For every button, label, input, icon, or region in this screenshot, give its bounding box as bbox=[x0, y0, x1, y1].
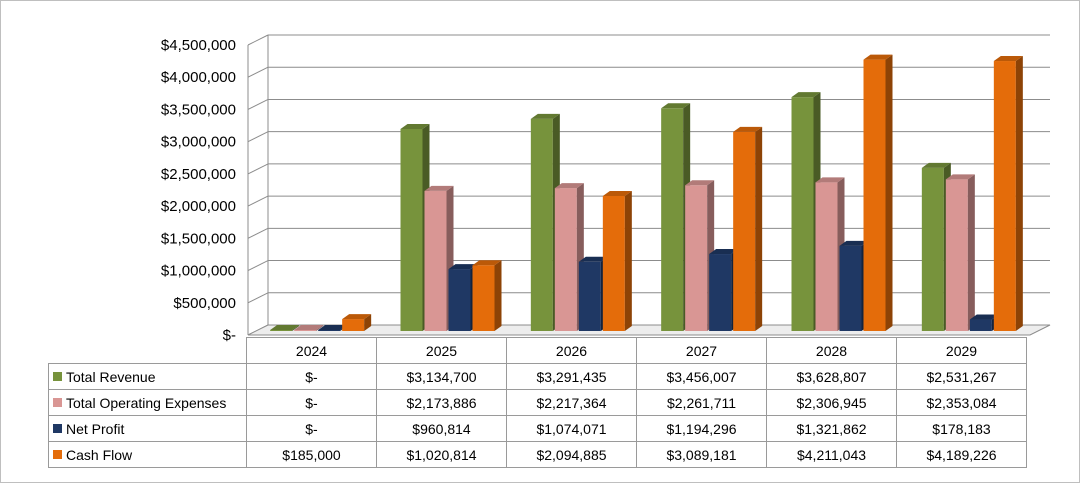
y-tick-label: $- bbox=[223, 327, 236, 344]
data-label: $2,306,945 bbox=[766, 389, 897, 416]
category-label: 2027 bbox=[636, 337, 767, 364]
category-label: 2026 bbox=[506, 337, 637, 364]
bar-cash-flow-2026 bbox=[602, 190, 632, 331]
legend-key-total-operating-expenses bbox=[53, 398, 62, 408]
data-table: 2024 2025 2026 2027 2028 2029 Total Reve… bbox=[48, 337, 1027, 468]
data-label: $960,814 bbox=[376, 415, 507, 442]
gridline-side bbox=[247, 227, 269, 239]
legend-entry-cash-flow: Cash Flow bbox=[48, 441, 247, 468]
data-label: $3,291,435 bbox=[506, 363, 637, 390]
gridline-side bbox=[247, 131, 269, 143]
data-label: $2,094,885 bbox=[506, 441, 637, 468]
category-label: 2028 bbox=[766, 337, 897, 364]
data-label: $4,211,043 bbox=[766, 441, 897, 468]
table-corner bbox=[49, 338, 247, 364]
data-label: $1,194,296 bbox=[636, 415, 767, 442]
data-label: $2,261,711 bbox=[636, 389, 767, 416]
data-label: $- bbox=[246, 363, 377, 390]
y-tick-label: $2,000,000 bbox=[161, 198, 236, 215]
data-label: $- bbox=[246, 415, 377, 442]
legend-entry-total-operating-expenses: Total Operating Expenses bbox=[48, 389, 247, 416]
series-name: Cash Flow bbox=[66, 446, 133, 463]
data-label: $3,089,181 bbox=[636, 441, 767, 468]
data-label: $2,353,084 bbox=[896, 389, 1027, 416]
table-row-cash-flow: Cash Flow $185,000 $1,020,814 $2,094,885… bbox=[48, 441, 1027, 468]
gridline-side bbox=[247, 98, 269, 110]
y-tick-label: $2,500,000 bbox=[161, 166, 236, 183]
gridline-side bbox=[247, 195, 269, 207]
data-label: $2,531,267 bbox=[896, 363, 1027, 390]
gridlines bbox=[247, 34, 1051, 336]
bar-total-revenue-2024 bbox=[270, 325, 300, 331]
data-label: $- bbox=[246, 389, 377, 416]
series-name: Net Profit bbox=[66, 420, 125, 437]
legend-entry-total-revenue: Total Revenue bbox=[48, 363, 247, 390]
legend-entry-net-profit: Net Profit bbox=[48, 415, 247, 442]
gridline-side bbox=[247, 292, 269, 304]
gridline-side bbox=[247, 34, 269, 46]
series-name: Total Operating Expenses bbox=[66, 394, 227, 411]
bars bbox=[270, 54, 1023, 332]
category-label: 2029 bbox=[896, 337, 1027, 364]
data-label: $1,321,862 bbox=[766, 415, 897, 442]
y-tick-label: $4,500,000 bbox=[161, 37, 236, 54]
gridline-side bbox=[247, 260, 269, 272]
data-label: $3,456,007 bbox=[636, 363, 767, 390]
data-label: $3,134,700 bbox=[376, 363, 507, 390]
legend-key-cash-flow bbox=[53, 450, 62, 460]
y-tick-label: $1,500,000 bbox=[161, 230, 236, 247]
data-label: $1,020,814 bbox=[376, 441, 507, 468]
bar-cash-flow-2027 bbox=[733, 126, 763, 331]
category-label: 2025 bbox=[376, 337, 507, 364]
y-tick-label: $1,000,000 bbox=[161, 263, 236, 280]
bar-cash-flow-2028 bbox=[863, 54, 893, 331]
bar-total-operating-expenses-2029 bbox=[945, 174, 975, 331]
bar-cash-flow-2025 bbox=[472, 260, 502, 331]
data-label: $3,628,807 bbox=[766, 363, 897, 390]
bar-cash-flow-2029 bbox=[993, 56, 1023, 332]
bar-cash-flow-2024 bbox=[342, 314, 372, 331]
data-label: $185,000 bbox=[246, 441, 377, 468]
table-row-total-revenue: Total Revenue $- $3,134,700 $3,291,435 $… bbox=[48, 363, 1027, 390]
data-label: $2,217,364 bbox=[506, 389, 637, 416]
data-label: $4,189,226 bbox=[896, 441, 1027, 468]
gridline-side bbox=[247, 66, 269, 78]
data-label: $2,173,886 bbox=[376, 389, 507, 416]
category-label: 2024 bbox=[246, 337, 377, 364]
y-tick-label: $500,000 bbox=[173, 295, 236, 312]
gridline-side bbox=[247, 163, 269, 175]
data-label: $178,183 bbox=[896, 415, 1027, 442]
table-row-total-operating-expenses: Total Operating Expenses $- $2,173,886 $… bbox=[48, 389, 1027, 416]
category-row: 2024 2025 2026 2027 2028 2029 bbox=[49, 337, 1027, 364]
y-tick-label: $4,000,000 bbox=[161, 69, 236, 86]
data-label: $1,074,071 bbox=[506, 415, 637, 442]
table-row-net-profit: Net Profit $- $960,814 $1,074,071 $1,194… bbox=[48, 415, 1027, 442]
legend-key-total-revenue bbox=[53, 372, 62, 382]
legend-key-net-profit bbox=[53, 424, 62, 434]
y-tick-label: $3,000,000 bbox=[161, 134, 236, 151]
series-name: Total Revenue bbox=[66, 368, 156, 385]
bar-total-operating-expenses-2024 bbox=[294, 325, 324, 331]
y-axis-tick-labels: $- $500,000 $1,000,000 $1,500,000 $2,000,000… bbox=[161, 37, 236, 344]
y-tick-label: $3,500,000 bbox=[161, 101, 236, 118]
